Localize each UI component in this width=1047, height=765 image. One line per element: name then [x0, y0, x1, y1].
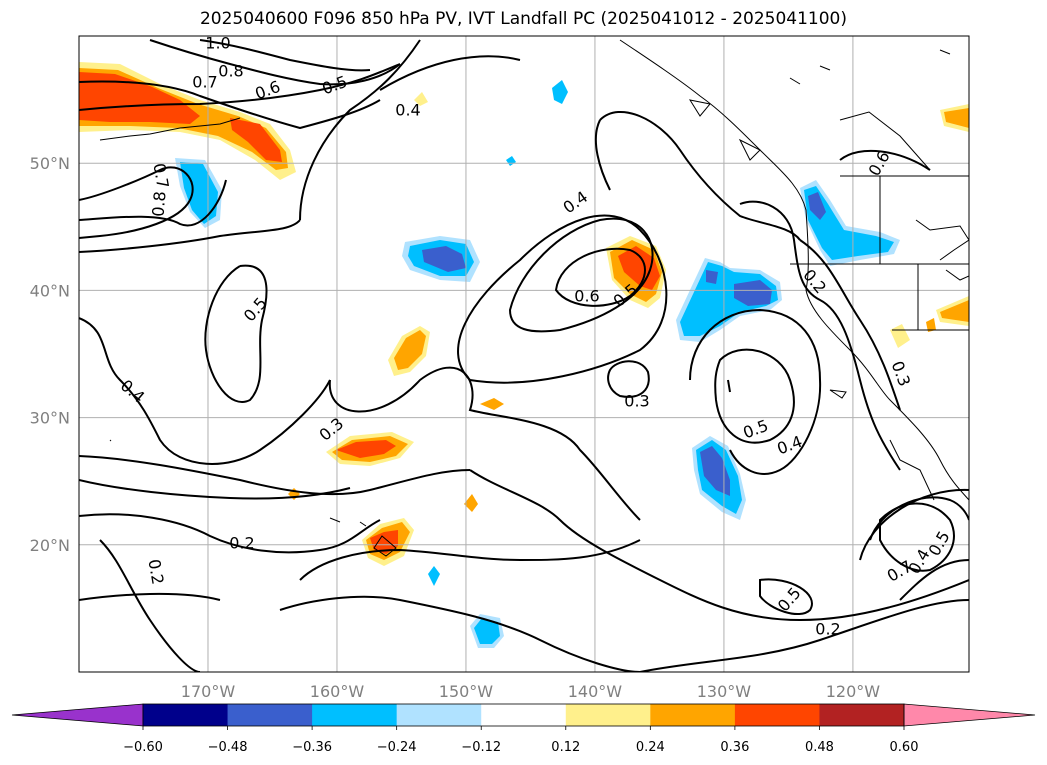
colorbar-tick-label: 0.48	[805, 740, 834, 755]
colorbar-bin	[143, 704, 229, 726]
colorbar-tick-label: −0.60	[123, 740, 163, 755]
colorbar-bin	[396, 704, 482, 726]
contour-label: 0.8	[148, 190, 169, 217]
lon-tick-label: 160°W	[310, 682, 365, 701]
contour-label: 0.8	[218, 62, 243, 81]
map-title: 2025040600 F096 850 hPa PV, IVT Landfall…	[199, 9, 847, 29]
pv-shading	[79, 62, 969, 648]
lon-tick-labels: 170°W 160°W 150°W 140°W 130°W 120°W	[181, 682, 880, 701]
colorbar-tick-label: 0.60	[890, 740, 919, 755]
colorbar-tick-label: −0.36	[292, 740, 332, 755]
lon-tick-label: 170°W	[181, 682, 236, 701]
colorbar-extend-low	[11, 703, 144, 727]
contour-label: 0.2	[815, 620, 840, 639]
lon-tick-label: 150°W	[439, 682, 494, 701]
colorbar-extend-high	[903, 703, 1036, 727]
colorbar-tick-label: −0.24	[377, 740, 417, 755]
contour-label: 0.7	[192, 73, 217, 92]
lat-tick-label: 30°N	[30, 409, 70, 428]
colorbar-tick-label: 0.36	[720, 740, 749, 755]
coastlines	[99, 39, 969, 557]
lat-tick-labels: 20°N 30°N 40°N 50°N	[30, 154, 70, 555]
lon-tick-label: 140°W	[568, 682, 623, 701]
colorbar-outline	[142, 703, 905, 727]
lat-tick-label: 50°N	[30, 154, 70, 173]
lat-tick-label: 40°N	[30, 281, 70, 300]
colorbar-tick-label: −0.12	[461, 740, 501, 755]
colorbar-bin	[481, 704, 567, 726]
contour-label: 0.2	[229, 534, 254, 553]
colorbar: −0.60 −0.48 −0.36 −0.24 −0.12 0.12 0.24 0.36 0.4…	[11, 703, 1036, 755]
colorbar-bin	[734, 704, 820, 726]
colorbar-bin	[819, 704, 905, 726]
pv-contours	[79, 39, 969, 672]
contour-label: 0.7	[149, 162, 172, 190]
contour-label: 1.0	[205, 34, 230, 53]
colorbar-tick-label: 0.24	[636, 740, 665, 755]
contour-label: 0.2	[144, 558, 167, 586]
contour-label: 0.4	[395, 101, 420, 120]
lat-tick-label: 20°N	[30, 536, 70, 555]
colorbar-tick-label: 0.12	[551, 740, 580, 755]
colorbar-bin	[227, 704, 313, 726]
colorbar-bin	[565, 704, 651, 726]
lon-tick-label: 120°W	[826, 682, 881, 701]
colorbar-bin	[650, 704, 736, 726]
colorbar-tick-label: −0.48	[208, 740, 248, 755]
lon-tick-label: 130°W	[697, 682, 752, 701]
contour-label: 0.6	[574, 287, 599, 306]
map-border	[78, 35, 970, 673]
contour-label: 0.3	[624, 392, 649, 411]
colorbar-bin	[312, 704, 398, 726]
